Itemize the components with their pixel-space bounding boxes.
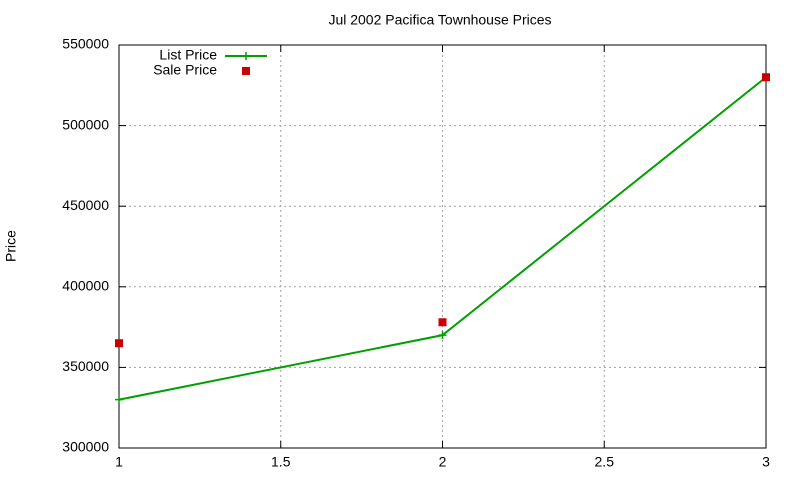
point (438, 318, 447, 327)
legend-label: Sale Price (153, 62, 217, 78)
point (115, 395, 123, 404)
y-axis-label: Price (3, 230, 19, 262)
x-tick-label: 2.5 (595, 454, 615, 470)
x-tick-label: 2 (439, 454, 447, 470)
y-tick-label: 400000 (62, 278, 109, 294)
x-tick-label: 3 (762, 454, 770, 470)
y-tick-label: 300000 (62, 439, 109, 455)
legend-marker (242, 67, 250, 75)
legend-label: List Price (159, 47, 217, 63)
y-tick-label: 450000 (62, 197, 109, 213)
legend-marker (242, 52, 250, 60)
point (438, 331, 447, 340)
x-tick-label: 1.5 (271, 454, 291, 470)
plot-border (118, 44, 767, 449)
y-tick-label: 550000 (62, 36, 109, 52)
y-tick-label: 500000 (62, 116, 109, 132)
point (762, 73, 770, 82)
x-tick-label: 1 (115, 454, 123, 470)
y-tick-label: 350000 (62, 358, 109, 374)
point (115, 339, 123, 348)
chart-title: Jul 2002 Pacifica Townhouse Prices (328, 12, 551, 28)
